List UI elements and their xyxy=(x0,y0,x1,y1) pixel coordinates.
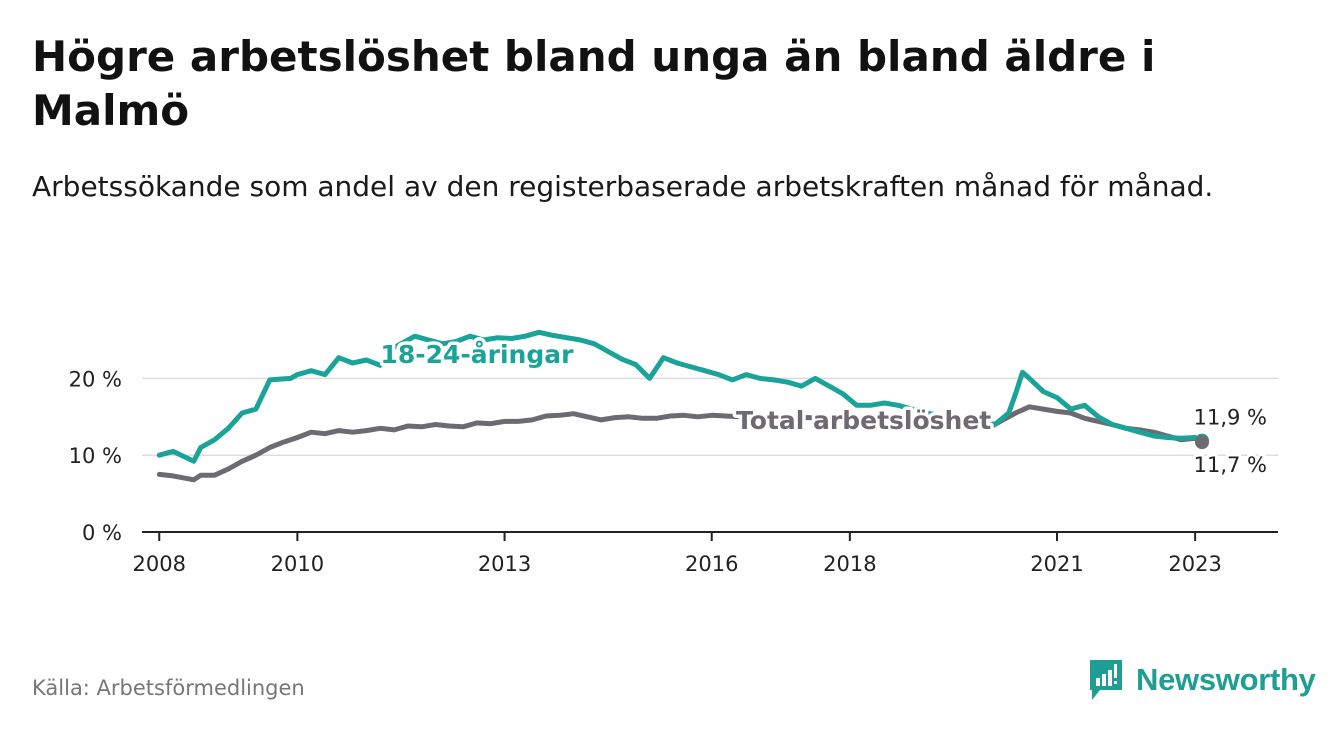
series-line-1 xyxy=(156,404,1205,483)
chart-title: Högre arbetslöshet bland unga än bland ä… xyxy=(32,32,1156,135)
x-tick-label: 2008 xyxy=(133,552,186,576)
series-name-label-1: Total arbetslöshet xyxy=(736,406,991,435)
chart-subtitle: Arbetssökande som andel av den registerb… xyxy=(32,170,1214,203)
series-name-label-0: 18-24-åringar xyxy=(380,340,574,369)
series-layer xyxy=(156,329,1210,483)
y-tick-label: 20 % xyxy=(69,367,122,391)
line-chart: 0 %10 %20 %2008 2010 2013 2016 2018 2021 2023 … xyxy=(69,329,1278,576)
x-tick-label: 2010 xyxy=(271,552,324,576)
y-tick-label: 0 % xyxy=(82,521,122,545)
brand-name: Newsworthy xyxy=(1136,662,1316,697)
series-line-0 xyxy=(156,329,1205,464)
series-end-label-0: 11,9 % xyxy=(1194,406,1267,430)
newsworthy-chart-icon xyxy=(1090,660,1122,700)
source-note: Källa: Arbetsförmedlingen xyxy=(32,676,305,700)
brand-logo: Newsworthy xyxy=(1088,658,1316,702)
label-layer: 18-24-åringar Total arbetslöshet 11,9 % 11,… xyxy=(377,337,1270,480)
y-tick-label: 10 % xyxy=(69,444,122,468)
x-tick-label: 2018 xyxy=(823,552,876,576)
x-tick-label: 2023 xyxy=(1168,552,1221,576)
grid-layer: 0 % 10 % 20 % 2008 2010 2013 2016 2018 2021 2023 xyxy=(69,367,1278,576)
x-tick-label: 2021 xyxy=(1030,552,1083,576)
x-tick-label: 2016 xyxy=(685,552,738,576)
x-tick-label: 2013 xyxy=(478,552,531,576)
series-end-label-1: 11,7 % xyxy=(1194,453,1267,477)
series-end-marker-1 xyxy=(1195,435,1210,450)
